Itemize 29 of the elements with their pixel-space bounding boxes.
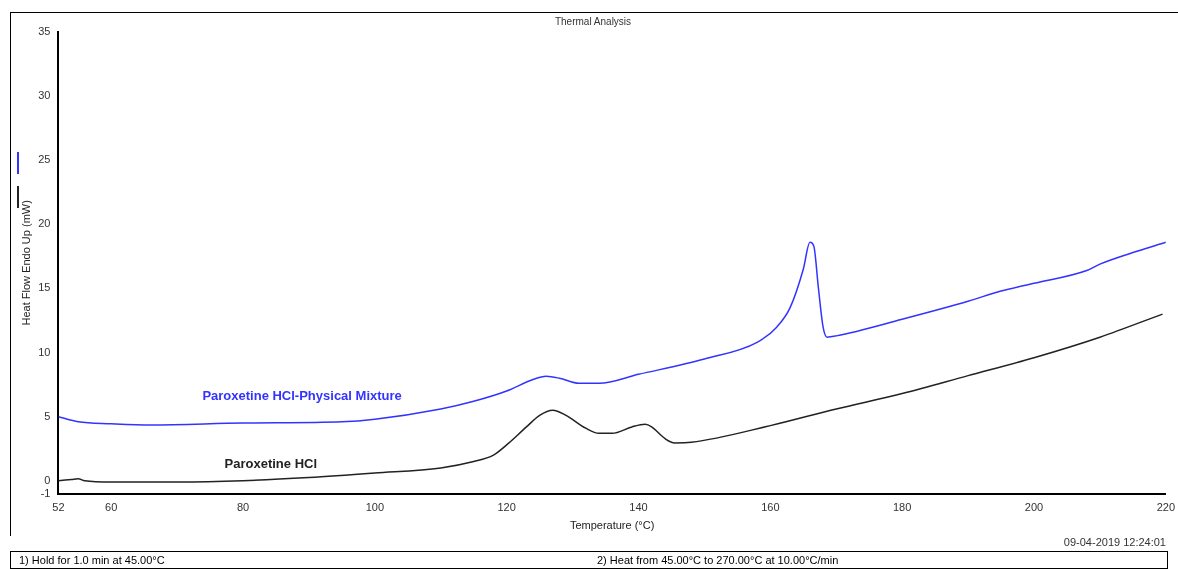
series-label: Paroxetine HCl: [224, 455, 318, 471]
y-tick-label: 20: [38, 217, 51, 230]
y-tick-label: 35: [38, 25, 51, 38]
y-tick-label: 25: [38, 153, 51, 166]
x-tick-label: 180: [892, 501, 912, 514]
x-tick-label: 100: [365, 501, 385, 514]
line-series: [58, 313, 1164, 483]
y-tick-label: 0: [44, 473, 51, 486]
y-axis-title: Heat Flow Endo Up (mW): [19, 200, 32, 326]
x-tick-label: 52: [52, 501, 65, 514]
text: 1) Hold for 1.0 min at 45.00°C: [18, 553, 166, 568]
x-tick-label: 200: [1024, 501, 1044, 514]
y-tick-label: 5: [44, 409, 51, 422]
x-tick-label: 120: [497, 501, 516, 514]
series-label: Paroxetine HCl-Physical Mixture: [202, 387, 402, 403]
y-tick-label: 15: [38, 281, 51, 294]
x-axis-title: Temperature (°C): [569, 519, 655, 532]
x-tick-label: 140: [629, 501, 648, 514]
x-tick-label: 80: [236, 501, 250, 514]
chart-title: Thermal Analysis: [554, 15, 632, 27]
text: 2) Heat from 45.00°C to 270.00°C at 10.00°C/min: [596, 553, 840, 568]
line-series: [58, 241, 1166, 426]
text: 09-04-2019 12:24:01: [1063, 536, 1166, 548]
x-tick-label: 220: [1156, 501, 1175, 514]
x-tick-label: 60: [105, 501, 118, 514]
y-tick-label: -1: [40, 486, 51, 499]
y-tick-label: 30: [38, 89, 51, 102]
y-tick-label: 10: [38, 345, 51, 358]
x-tick-label: 160: [761, 501, 780, 514]
